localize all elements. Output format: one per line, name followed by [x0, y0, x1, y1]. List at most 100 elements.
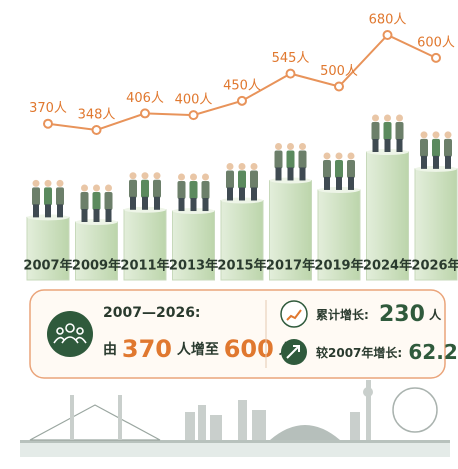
figure-body [129, 180, 137, 198]
figure-head [45, 180, 52, 187]
x-tick-label: 2007年 [23, 258, 72, 274]
text: 累计增长: [316, 307, 369, 322]
figure-legs [385, 139, 391, 152]
figure-body [444, 139, 452, 157]
figure-legs [106, 209, 112, 222]
figure-body [372, 122, 380, 140]
figure-head [154, 172, 161, 179]
figure-head [287, 143, 294, 150]
figure-body [202, 181, 210, 199]
figure-head [324, 152, 331, 159]
figure-head [445, 131, 452, 138]
figure-head [33, 180, 40, 187]
figure-legs [397, 139, 403, 152]
x-tick-label: 2013年 [169, 258, 218, 274]
point [432, 54, 440, 62]
figure-body [432, 139, 440, 157]
figure-head [299, 143, 306, 150]
text: 人 [429, 307, 442, 322]
period: 2007—2026: [103, 305, 201, 321]
value-label: 406人 [126, 91, 164, 106]
figure-head [202, 174, 209, 181]
figure-legs [179, 198, 185, 211]
point [44, 120, 52, 128]
chart-icon [281, 301, 307, 327]
value-label: 348人 [78, 108, 116, 123]
figure-legs [421, 156, 427, 169]
point [141, 109, 149, 117]
figure-head [421, 131, 428, 138]
x-tick-label: 2011年 [120, 258, 169, 274]
figure-body [299, 150, 307, 168]
figure-legs [154, 197, 160, 210]
figure-legs [191, 198, 197, 211]
figure-body [226, 170, 234, 188]
figure-body [287, 150, 295, 168]
figure-body [153, 180, 161, 198]
value-label: 680人 [369, 13, 407, 28]
figure-head [142, 172, 149, 179]
figure-head [57, 180, 64, 187]
x-tick-label: 2024年 [363, 258, 412, 274]
text: 人增至 [177, 341, 219, 358]
figure-body [32, 187, 40, 205]
figure-legs [142, 197, 148, 210]
figure-head [433, 131, 440, 138]
figure-head [227, 163, 234, 170]
x-tick-label: 2026年 [411, 258, 458, 274]
figure-legs [82, 209, 88, 222]
value-label: 600人 [417, 35, 455, 50]
figure-legs [445, 156, 451, 169]
point [335, 83, 343, 91]
figure-legs [227, 187, 233, 200]
figure-legs [130, 197, 136, 210]
figure-body [141, 180, 149, 198]
infographic: 2007年2009年2011年2013年2015年2017年2019年2024年… [0, 0, 458, 469]
figure-legs [94, 209, 100, 222]
figure-body [275, 150, 283, 168]
figure-legs [348, 177, 354, 190]
figure-head [130, 172, 137, 179]
figure-legs [433, 156, 439, 169]
x-tick-label: 2017年 [266, 258, 315, 274]
rate-value: 62.2% [408, 340, 458, 364]
value-label: 545人 [272, 51, 310, 66]
point [190, 111, 198, 119]
figure-legs [251, 187, 257, 200]
figure-body [335, 160, 343, 178]
figure-body [105, 192, 113, 210]
water [20, 443, 450, 457]
figure-body [347, 160, 355, 178]
text: 较2007年增长: [316, 345, 402, 360]
figure-head [384, 115, 391, 122]
value-label: 500人 [320, 64, 358, 79]
figure-legs [239, 187, 245, 200]
figure-body [56, 187, 64, 205]
value-label: 370人 [29, 101, 67, 116]
x-tick-label: 2019年 [314, 258, 363, 274]
figure-legs [203, 198, 209, 211]
point [384, 31, 392, 39]
figure-legs [373, 139, 379, 152]
total-value: 230 [379, 302, 425, 327]
figure-body [396, 122, 404, 140]
figure-head [81, 185, 88, 192]
point [93, 126, 101, 134]
figure-body [190, 181, 198, 199]
figure-legs [300, 167, 306, 180]
figure-head [275, 143, 282, 150]
figure-body [384, 122, 392, 140]
x-tick-label: 2015年 [217, 258, 266, 274]
figure-head [93, 185, 100, 192]
figure-body [323, 160, 331, 178]
figure-body [420, 139, 428, 157]
figure-head [372, 115, 379, 122]
figure-legs [33, 204, 39, 217]
figure-head [105, 185, 112, 192]
skyline [20, 380, 450, 443]
figure-body [93, 192, 101, 210]
value-label: 450人 [223, 78, 261, 93]
point [238, 97, 246, 105]
figure-head [178, 174, 185, 181]
